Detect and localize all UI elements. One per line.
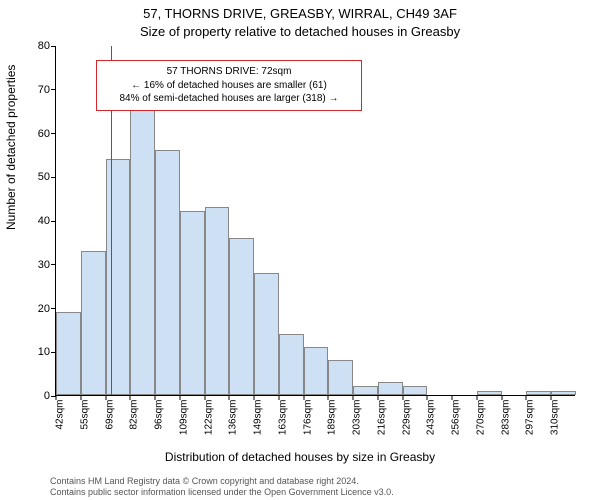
ytick-label: 40 [22,215,50,227]
chart-title-sub: Size of property relative to detached ho… [0,24,600,39]
xtick-label: 283sqm [500,400,511,436]
xtick-label: 229sqm [401,400,412,436]
ytick-label: 0 [22,390,50,402]
attribution-line1: Contains HM Land Registry data © Crown c… [50,476,590,487]
xtick-label: 270sqm [475,400,486,436]
histogram-bar [328,360,353,395]
histogram-bar [526,391,551,395]
annotation-line2: ← 16% of detached houses are smaller (61… [103,79,355,93]
xtick-label: 176sqm [302,400,313,436]
xtick-label: 42sqm [55,400,66,430]
histogram-bar [106,159,131,395]
plot-area: 0102030405060708042sqm55sqm69sqm82sqm96s… [55,46,575,396]
histogram-bar [477,391,502,395]
histogram-bar [229,238,254,396]
xtick-label: 82sqm [129,400,140,430]
histogram-bar [56,312,81,395]
ytick-label: 20 [22,303,50,315]
chart-title-main: 57, THORNS DRIVE, GREASBY, WIRRAL, CH49 … [0,6,600,21]
xtick-label: 163sqm [277,400,288,436]
histogram-chart: 57, THORNS DRIVE, GREASBY, WIRRAL, CH49 … [0,0,600,500]
xtick-label: 55sqm [79,400,90,430]
histogram-bar [551,391,576,395]
ytick-label: 80 [22,40,50,52]
annotation-line3: 84% of semi-detached houses are larger (… [103,92,355,106]
ytick-mark [51,264,56,265]
histogram-bar [130,102,155,395]
xtick-label: 256sqm [451,400,462,436]
x-axis-label: Distribution of detached houses by size … [0,450,600,464]
xtick-label: 297sqm [525,400,536,436]
ytick-label: 60 [22,128,50,140]
ytick-label: 50 [22,171,50,183]
histogram-bar [403,386,428,395]
y-axis-label: Number of detached properties [4,65,18,230]
ytick-mark [51,177,56,178]
xtick-label: 109sqm [178,400,189,436]
xtick-label: 310sqm [550,400,561,436]
histogram-bar [304,347,329,395]
xtick-label: 243sqm [426,400,437,436]
ytick-mark [51,308,56,309]
xtick-label: 122sqm [203,400,214,436]
histogram-bar [205,207,230,395]
histogram-bar [378,382,403,395]
xtick-label: 203sqm [352,400,363,436]
attribution-line2: Contains public sector information licen… [50,487,590,498]
annotation-box: 57 THORNS DRIVE: 72sqm ← 16% of detached… [96,60,362,111]
histogram-bar [180,211,205,395]
histogram-bar [353,386,378,395]
attribution-text: Contains HM Land Registry data © Crown c… [50,476,590,499]
ytick-label: 70 [22,84,50,96]
xtick-label: 69sqm [104,400,115,430]
ytick-mark [51,89,56,90]
histogram-bar [155,150,180,395]
histogram-bar [254,273,279,396]
ytick-label: 10 [22,346,50,358]
xtick-label: 216sqm [376,400,387,436]
ytick-mark [51,221,56,222]
xtick-label: 96sqm [154,400,165,430]
xtick-label: 149sqm [253,400,264,436]
histogram-bar [81,251,106,395]
annotation-line1: 57 THORNS DRIVE: 72sqm [103,65,355,79]
ytick-mark [51,46,56,47]
ytick-label: 30 [22,259,50,271]
ytick-mark [51,133,56,134]
xtick-label: 136sqm [228,400,239,436]
histogram-bar [279,334,304,395]
xtick-label: 189sqm [327,400,338,436]
